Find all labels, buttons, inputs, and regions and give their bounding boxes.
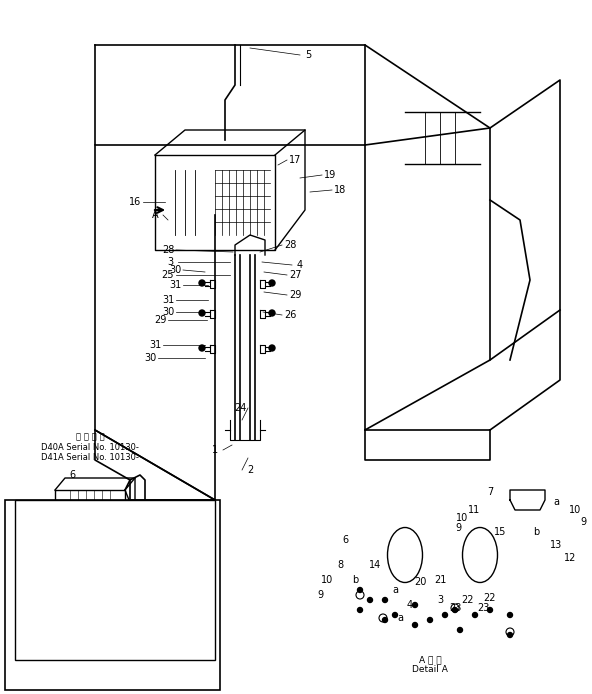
Text: 27: 27 (289, 270, 301, 280)
Text: A: A (152, 210, 158, 220)
Text: A 拡 大: A 拡 大 (419, 656, 441, 664)
Circle shape (358, 588, 362, 593)
Text: b: b (352, 575, 358, 585)
Text: D41A Serial No. 10130-: D41A Serial No. 10130- (41, 452, 139, 462)
Circle shape (442, 613, 448, 618)
Bar (5, 500, 220, 690)
Circle shape (269, 345, 275, 351)
Text: ドレン: ドレン (21, 663, 36, 672)
Circle shape (452, 607, 458, 613)
Circle shape (368, 598, 372, 602)
Text: 16: 16 (129, 197, 141, 207)
Text: Drain: Drain (17, 673, 40, 682)
Text: 図 用 号 書: 図 用 号 書 (76, 432, 104, 441)
Circle shape (427, 618, 433, 623)
Circle shape (392, 613, 397, 618)
Text: 12: 12 (564, 553, 576, 563)
Circle shape (382, 598, 388, 602)
Text: 14: 14 (369, 560, 381, 570)
Bar (15, 500, 215, 660)
Text: 9: 9 (455, 523, 461, 533)
Circle shape (199, 310, 205, 316)
Text: 30: 30 (162, 307, 174, 317)
Text: 23: 23 (449, 603, 461, 613)
Text: 23: 23 (477, 603, 489, 613)
Text: 30: 30 (169, 265, 181, 275)
Text: 11: 11 (468, 505, 480, 515)
Text: 10: 10 (321, 575, 333, 585)
Text: 18: 18 (334, 185, 346, 195)
Text: 29: 29 (154, 315, 166, 325)
Text: a: a (397, 613, 403, 623)
Text: 29: 29 (289, 290, 301, 300)
Text: Drain: Drain (104, 537, 127, 546)
Text: ドレン: ドレン (108, 529, 123, 537)
Text: 4: 4 (407, 600, 413, 610)
Text: 4: 4 (297, 260, 303, 270)
Text: 20: 20 (414, 577, 426, 587)
Text: 15: 15 (494, 527, 506, 537)
Text: 6: 6 (342, 535, 348, 545)
Circle shape (487, 607, 493, 613)
Text: 9: 9 (580, 517, 586, 527)
Text: 2: 2 (247, 465, 253, 475)
Text: 16: 16 (152, 515, 164, 525)
Text: 25: 25 (162, 270, 174, 280)
Text: 28: 28 (284, 240, 296, 250)
Text: 22: 22 (462, 595, 474, 605)
Text: 30: 30 (144, 353, 156, 363)
Circle shape (269, 280, 275, 286)
Text: 16: 16 (26, 505, 38, 515)
Circle shape (269, 310, 275, 316)
Text: D40A Serial No. 10130-: D40A Serial No. 10130- (41, 443, 139, 452)
Text: 31: 31 (169, 280, 181, 290)
Text: 28: 28 (162, 245, 174, 255)
Text: 13: 13 (550, 540, 562, 550)
Text: 31: 31 (149, 340, 161, 350)
Text: 5: 5 (305, 50, 311, 60)
Text: 10: 10 (569, 505, 581, 515)
Circle shape (413, 623, 417, 627)
Circle shape (507, 632, 513, 638)
Text: 3: 3 (167, 257, 173, 267)
Circle shape (458, 627, 462, 632)
Circle shape (199, 280, 205, 286)
Text: b: b (533, 527, 539, 537)
Circle shape (413, 602, 417, 607)
Circle shape (382, 618, 388, 623)
Text: 9: 9 (317, 590, 323, 600)
Circle shape (507, 613, 513, 618)
Text: 24: 24 (234, 403, 246, 413)
Text: 1: 1 (212, 445, 218, 455)
Text: 31: 31 (162, 295, 174, 305)
Text: 17: 17 (289, 155, 301, 165)
Circle shape (358, 607, 362, 613)
Text: 6: 6 (69, 470, 75, 480)
Text: 22: 22 (484, 593, 496, 603)
Text: 26: 26 (284, 310, 296, 320)
Text: 8: 8 (337, 560, 343, 570)
Text: 10: 10 (456, 513, 468, 523)
Text: a: a (392, 585, 398, 595)
Text: Detail A: Detail A (412, 666, 448, 675)
Text: 19: 19 (324, 170, 336, 180)
Circle shape (472, 613, 478, 618)
Text: 7: 7 (487, 487, 493, 497)
Text: a: a (553, 497, 559, 507)
Text: 3: 3 (437, 595, 443, 605)
Text: 21: 21 (434, 575, 446, 585)
Circle shape (199, 345, 205, 351)
